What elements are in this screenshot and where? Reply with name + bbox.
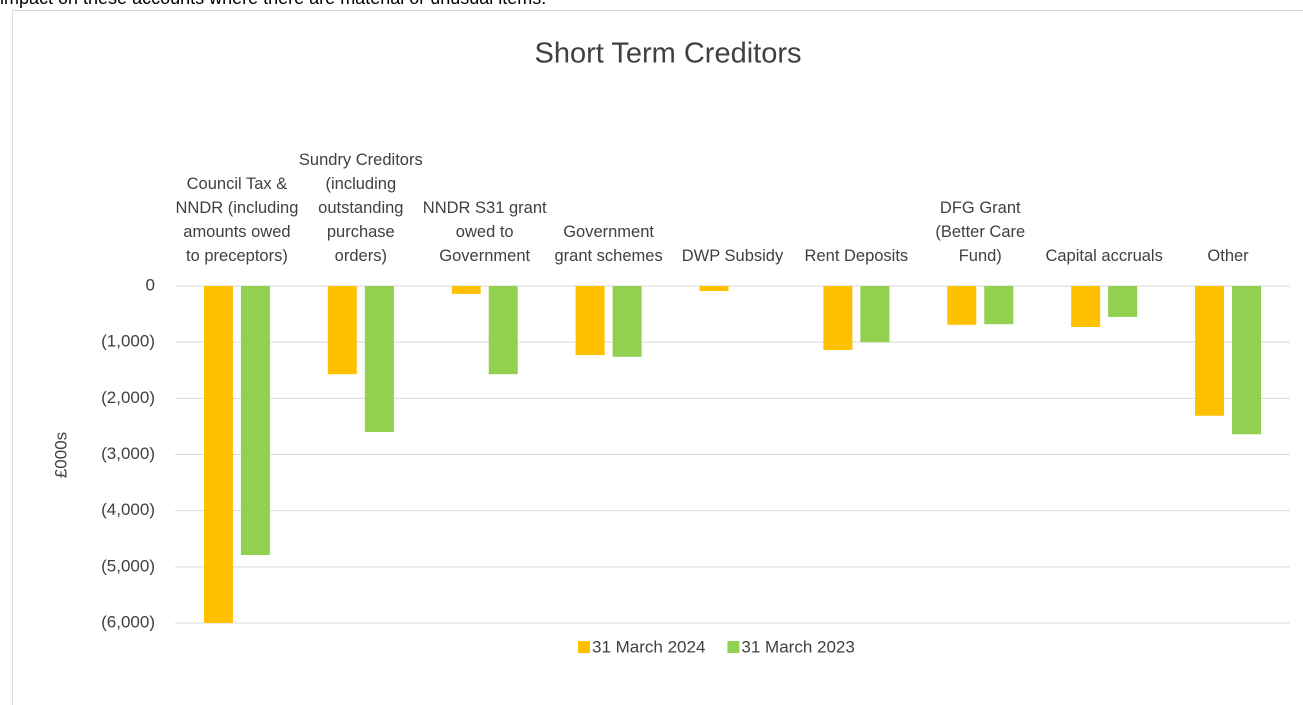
x-tick-label: Council Tax & NNDR (including amounts ow… (175, 175, 299, 265)
x-tick-label: Rent Deposits (804, 247, 909, 265)
bar (240, 286, 270, 556)
bar (451, 286, 481, 294)
x-tick-label: NNDR S31 grant owed to Government (422, 199, 547, 265)
bar (364, 286, 394, 433)
bar (823, 286, 853, 351)
chart-title: Short Term Creditors (535, 38, 802, 70)
legend-swatch (727, 641, 740, 653)
bar (1071, 286, 1101, 328)
y-tick-label: (4,000) (101, 500, 155, 519)
x-tick-label: Capital accruals (1045, 247, 1163, 265)
bar (203, 286, 233, 623)
x-tick-label: Government grant schemes (554, 223, 663, 265)
x-tick-label: Other (1207, 247, 1249, 265)
legend-swatch (578, 641, 590, 653)
y-tick-label: (6,000) (101, 612, 155, 631)
bar (1195, 286, 1225, 416)
y-tick-label: (1,000) (101, 332, 155, 351)
bar (575, 286, 605, 356)
y-tick-label: (2,000) (101, 388, 155, 407)
bar (984, 286, 1014, 325)
y-axis-label: £000s (51, 432, 70, 478)
bar (327, 286, 357, 375)
x-tick-label: Sundry Creditors (including outstanding … (298, 151, 423, 265)
y-tick-label: (5,000) (101, 556, 155, 575)
bar (488, 286, 518, 375)
bar (860, 286, 890, 343)
bar (1108, 286, 1138, 317)
legend-label: 31 March 2023 (741, 637, 854, 656)
bar (612, 286, 642, 357)
bar (1232, 286, 1262, 435)
x-tick-label: DWP Subsidy (681, 247, 784, 265)
bar (947, 286, 977, 325)
bar (699, 286, 729, 292)
page-text: impact on these accounts where there are… (0, 0, 546, 9)
x-tick-label: DFG Grant (Better Care Fund) (935, 199, 1026, 265)
legend-label: 31 March 2024 (592, 637, 705, 656)
y-tick-label: (3,000) (101, 444, 155, 463)
y-tick-label: 0 (146, 275, 155, 294)
